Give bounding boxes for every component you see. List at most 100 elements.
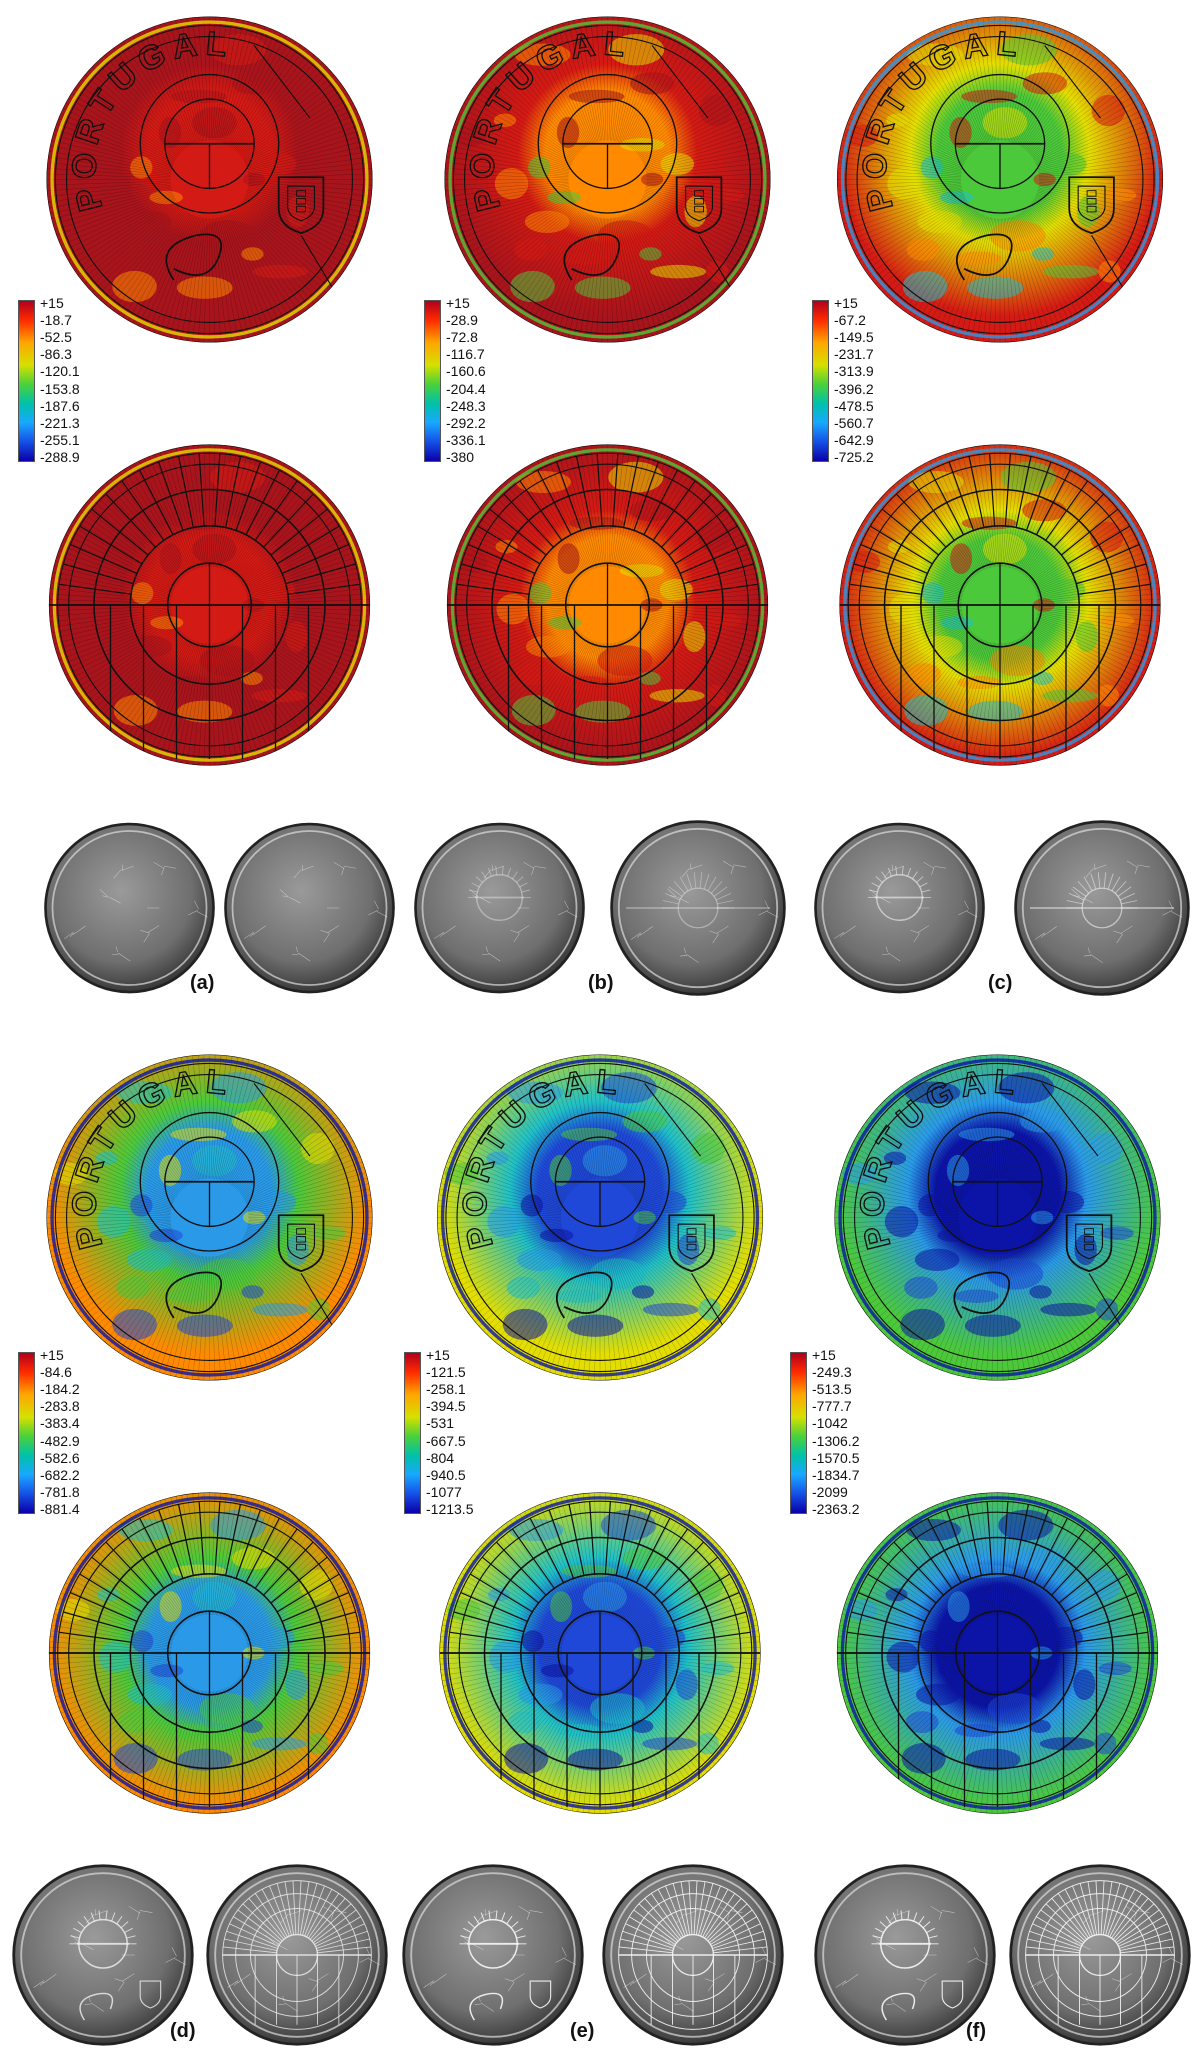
- colorbar-tick: -2099: [812, 1483, 848, 1500]
- colorbar-tick: -28.9: [446, 312, 478, 329]
- reverse-contour-map: [446, 444, 769, 766]
- panel-label: (f): [966, 2020, 986, 2042]
- colorbar-tick: -1306.2: [812, 1432, 860, 1449]
- colorbar-tick: -380: [446, 448, 475, 465]
- colorbar-tick: -116.7: [446, 346, 485, 363]
- colorbar-tick: -881.4: [40, 1500, 80, 1517]
- colorbar-tick: -940.5: [426, 1466, 466, 1483]
- colorbar-tick: -1213.5: [426, 1500, 474, 1517]
- colorbar-tick: -513.5: [812, 1381, 852, 1398]
- obverse-photo: [814, 1864, 996, 2046]
- reverse-contour-map: [836, 1492, 1159, 1814]
- colorbar-tick: -248.3: [446, 397, 486, 414]
- reverse-photo: [224, 822, 395, 994]
- obverse-photo: [414, 822, 585, 994]
- colorbar-tick: -283.8: [40, 1398, 80, 1415]
- colorbar-tick: +15: [834, 295, 858, 311]
- reverse-contour-map: [48, 444, 371, 766]
- obverse-contour-map: PORTUGAL: [444, 16, 771, 343]
- colorbar-gradient: [18, 300, 35, 462]
- obverse-contour-map: PORTUGAL: [436, 1054, 764, 1381]
- colorbar-tick: -249.3: [812, 1364, 852, 1381]
- panel-label: (c): [988, 972, 1013, 994]
- colorbar-tick: -187.6: [40, 397, 80, 414]
- colorbar-tick: -1834.7: [812, 1466, 860, 1483]
- obverse-photo: [12, 1864, 194, 2046]
- reverse-photo: [610, 820, 786, 996]
- reverse-photo: [1014, 820, 1190, 996]
- colorbar-tick: -383.4: [40, 1415, 80, 1432]
- obverse-photo: [402, 1864, 584, 2046]
- coat-of-arms-icon: [1065, 1214, 1113, 1273]
- colorbar-tick: -682.2: [40, 1466, 80, 1483]
- colorbar-tick: -804: [426, 1449, 455, 1466]
- reverse-photo: [602, 1864, 784, 2046]
- colorbar-gradient: [812, 300, 829, 462]
- colorbar-tick: -478.5: [834, 397, 874, 414]
- reverse-photo: [1009, 1864, 1191, 2046]
- colorbar-tick: -396.2: [834, 380, 874, 397]
- colorbar-tick: -2363.2: [812, 1500, 860, 1517]
- reverse-contour-map: [48, 1492, 371, 1814]
- coat-of-arms-icon: [277, 1214, 325, 1273]
- panel-label: (a): [190, 972, 215, 994]
- colorbar-tick: -52.5: [40, 329, 72, 346]
- colorbar: +15 -18.7 -52.5 -86.3 -120.1 -153.8 -187…: [18, 296, 128, 466]
- colorbar-tick: -288.9: [40, 448, 80, 465]
- colorbar-tick: -777.7: [812, 1398, 852, 1415]
- colorbar-tick: -394.5: [426, 1398, 466, 1415]
- colorbar-tick: -258.1: [426, 1381, 466, 1398]
- colorbar-tick: -184.2: [40, 1381, 80, 1398]
- colorbar-tick: +15: [446, 295, 470, 311]
- obverse-photo: [44, 822, 215, 994]
- colorbar-tick: -231.7: [834, 346, 874, 363]
- colorbar-tick: -84.6: [40, 1364, 72, 1381]
- colorbar-tick: -255.1: [40, 431, 80, 448]
- colorbar-tick: -160.6: [446, 363, 486, 380]
- colorbar-tick: -18.7: [40, 312, 72, 329]
- obverse-contour-map: PORTUGAL: [834, 1054, 1161, 1381]
- colorbar-tick: -86.3: [40, 346, 72, 363]
- obverse-contour-map: PORTUGAL: [46, 1054, 373, 1381]
- colorbar-gradient: [790, 1352, 807, 1514]
- colorbar-tick: -336.1: [446, 431, 486, 448]
- colorbar-tick: -221.3: [40, 414, 80, 431]
- coat-of-arms-icon: [675, 176, 723, 235]
- coat-of-arms-icon: [277, 176, 325, 235]
- colorbar: +15 -249.3 -513.5 -777.7 -1042 -1306.2 -…: [790, 1348, 900, 1518]
- colorbar-gradient: [18, 1352, 35, 1514]
- colorbar: +15 -28.9 -72.8 -116.7 -160.6 -204.4 -24…: [424, 296, 534, 466]
- colorbar-tick: -582.6: [40, 1449, 80, 1466]
- colorbar-tick: +15: [812, 1347, 836, 1363]
- colorbar-tick: -204.4: [446, 380, 486, 397]
- colorbar-tick: -667.5: [426, 1432, 466, 1449]
- reverse-contour-map: [839, 444, 1161, 766]
- colorbar-tick: -642.9: [834, 431, 874, 448]
- obverse-contour-map: PORTUGAL: [46, 16, 373, 343]
- colorbar-tick: -1042: [812, 1415, 848, 1432]
- colorbar-tick: +15: [426, 1347, 450, 1363]
- colorbar-tick: -781.8: [40, 1483, 80, 1500]
- colorbar-tick: -725.2: [834, 448, 874, 465]
- colorbar-tick: -153.8: [40, 380, 80, 397]
- panel-label: (e): [570, 2020, 595, 2042]
- colorbar-tick: -1077: [426, 1483, 462, 1500]
- panel-label: (d): [170, 2020, 196, 2042]
- colorbar-tick: -313.9: [834, 363, 874, 380]
- colorbar: +15 -67.2 -149.5 -231.7 -313.9 -396.2 -4…: [812, 296, 922, 466]
- panel-label: (b): [588, 972, 614, 994]
- colorbar-tick: +15: [40, 295, 64, 311]
- colorbar-tick: -67.2: [834, 312, 866, 329]
- colorbar-tick: -120.1: [40, 363, 80, 380]
- obverse-photo: [814, 822, 985, 994]
- reverse-contour-map: [439, 1492, 761, 1814]
- colorbar-tick: -149.5: [834, 329, 874, 346]
- obverse-contour-map: PORTUGAL: [836, 16, 1164, 343]
- colorbar-tick: -121.5: [426, 1364, 466, 1381]
- reverse-photo: [206, 1864, 388, 2046]
- colorbar-tick: -292.2: [446, 414, 486, 431]
- colorbar-tick: +15: [40, 1347, 64, 1363]
- colorbar-gradient: [424, 300, 441, 462]
- colorbar: +15 -84.6 -184.2 -283.8 -383.4 -482.9 -5…: [18, 1348, 128, 1518]
